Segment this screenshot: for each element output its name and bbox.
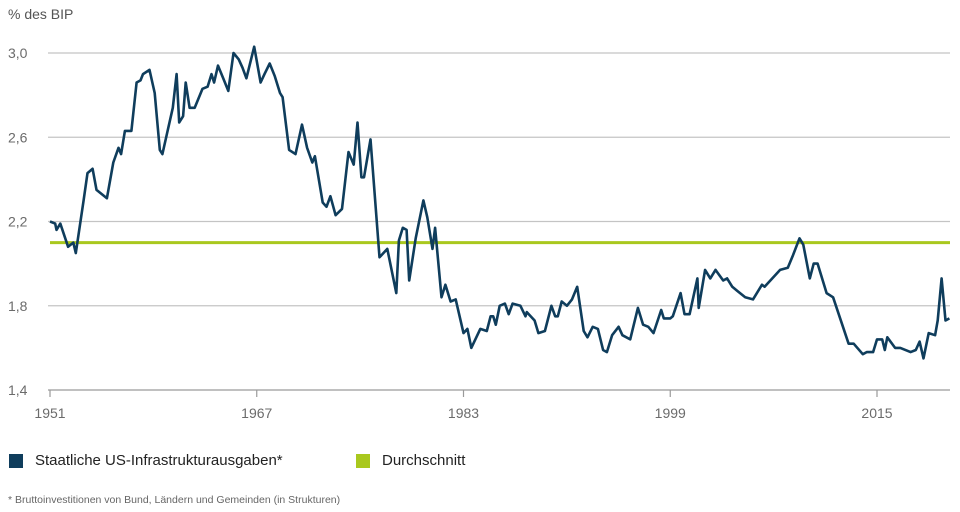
y-tick-label: 1,4	[8, 382, 28, 398]
legend-swatch-spending	[9, 453, 23, 468]
gridlines	[48, 52, 950, 397]
legend-item-spending: Staatliche US-Infrastrukturausgaben*	[9, 452, 283, 469]
legend-label-spending: Staatliche US-Infrastrukturausgaben*	[35, 452, 283, 469]
legend-label-average: Durchschnitt	[382, 452, 466, 469]
legend-swatch-average	[356, 453, 370, 468]
y-tick-label: 3,0	[8, 45, 28, 61]
spending-line	[49, 45, 951, 360]
x-tick-label: 1983	[448, 405, 479, 421]
x-tick-label: 2015	[861, 405, 892, 421]
y-tick-label: 2,6	[8, 129, 28, 145]
y-tick-labels: 1,4 1,8 2,2 2,6 3,0	[8, 45, 28, 398]
series-group	[49, 45, 951, 360]
x-tick-label: 1999	[655, 405, 686, 421]
x-tick-labels: 1951 1967 1983 1999 2015	[34, 405, 892, 421]
legend-item-average: Durchschnitt	[356, 452, 465, 469]
y-axis-label: % des BIP	[8, 6, 73, 22]
y-tick-label: 1,8	[8, 298, 28, 314]
x-tick-label: 1951	[34, 405, 65, 421]
footnote: * Bruttoinvestitionen von Bund, Ländern …	[8, 494, 341, 506]
x-tick-label: 1967	[241, 405, 272, 421]
y-tick-label: 2,2	[8, 214, 28, 230]
